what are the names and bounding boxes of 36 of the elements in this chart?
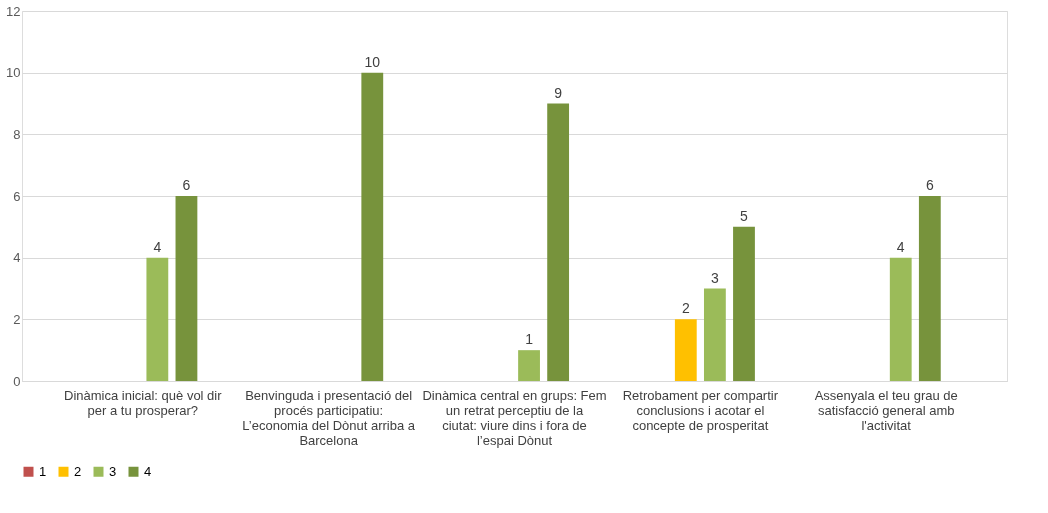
x-tick-label: Assenyala el teu grau de satisfacció general amb l'activitat [814,387,958,433]
bar [547,103,570,381]
y-tick-label: 12 [6,3,21,19]
data-label: 4 [896,238,905,255]
x-tick-label: Dinàmica central en grups: Fem un retrat perceptiu de la ciutat: viure dins i fora de l’espai Dònut [422,387,607,448]
y-tick-label: 2 [13,311,21,327]
bar [733,226,755,381]
bar [889,257,912,381]
y-tick-label: 8 [13,126,21,142]
bar [674,319,697,381]
bar [518,350,540,381]
x-tick-label: Dinàmica inicial: què vol dir per a tu prosperar? [64,387,223,418]
data-label: 3 [711,269,719,286]
data-label: 4 [153,238,162,255]
data-label: 5 [740,207,749,224]
bar [918,196,941,381]
legend-label: 2 [74,463,82,479]
data-label: 6 [925,177,934,193]
data-label: 6 [182,177,191,193]
y-tick-label: 6 [13,188,21,204]
bar [361,72,384,381]
data-label: 2 [681,300,690,317]
x-tick-label: Retrobament per compartir conclusions i acotar el concepte de prosperitat [622,387,779,433]
legend-label: 1 [39,463,47,479]
y-tick-label: 10 [6,65,21,81]
bar [175,196,198,381]
legend-label: 3 [109,463,117,479]
bar [703,288,726,381]
data-label: 10 [364,53,381,70]
y-tick-label: 0 [13,373,21,389]
data-label: 1 [525,331,534,348]
y-tick-label: 4 [13,250,21,266]
x-tick-label: Benvinguda i presentació del procés participatiu: L’economia del Dònut arriba a Barcelona [242,387,416,448]
legend-label: 4 [144,463,152,479]
bar [146,257,169,381]
data-label: 9 [554,84,563,101]
